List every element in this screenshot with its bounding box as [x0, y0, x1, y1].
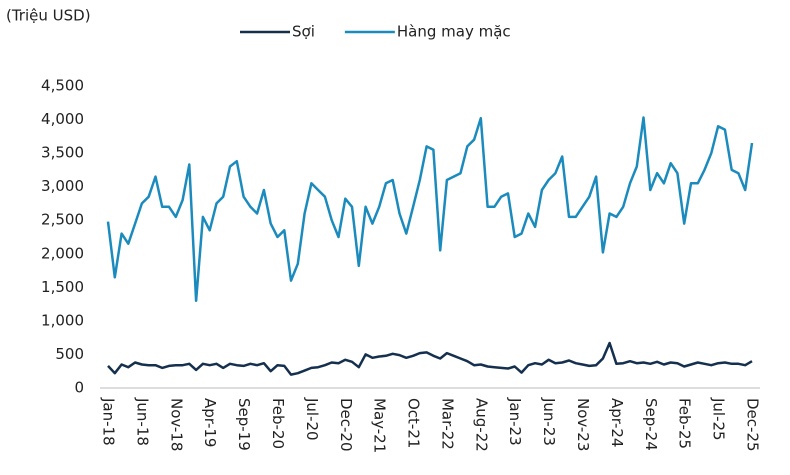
line	[107, 341, 753, 376]
x-tick-label: Dec-25	[744, 398, 762, 452]
x-tick-label: Nov-18	[167, 398, 185, 451]
legend-label: Sợi	[292, 23, 315, 41]
x-tick-label: Oct-21	[405, 398, 423, 448]
line	[106, 116, 754, 303]
y-tick-label: 2,500	[41, 211, 84, 229]
y-tick-label: 2,000	[41, 244, 84, 262]
y-tick-label: 500	[55, 345, 84, 363]
x-tick-label: Jun-23	[540, 397, 558, 446]
y-tick-label: 3,500	[41, 144, 84, 162]
x-tick-label: Feb-20	[269, 398, 287, 449]
x-tick-label: Nov-23	[574, 398, 592, 451]
y-tick-label: 1,000	[41, 311, 84, 329]
x-tick-label: Sep-19	[235, 398, 253, 451]
legend-label: Hàng may mặc	[397, 23, 511, 41]
x-tick-label: Jan-23	[506, 397, 524, 446]
x-tick-label: Apr-24	[608, 398, 626, 448]
unit-label: (Triệu USD)	[6, 7, 91, 25]
x-tick-label: Jan-18	[100, 397, 118, 446]
x-tick-label: Jul-25	[710, 397, 728, 441]
x-tick-label: Feb-25	[676, 398, 694, 449]
x-tick-label: May-21	[371, 398, 389, 453]
x-tick-label: Dec-20	[337, 398, 355, 452]
x-tick-label: Sep-24	[642, 398, 660, 451]
y-tick-label: 0	[74, 379, 84, 397]
x-tick-label: Apr-19	[201, 398, 219, 448]
x-tick-label: Aug-22	[472, 398, 490, 452]
x-tick-label: Jun-18	[133, 397, 151, 446]
y-tick-label: 4,500	[41, 77, 84, 95]
y-tick-label: 3,000	[41, 177, 84, 195]
y-tick-label: 4,000	[41, 110, 84, 128]
x-tick-label: Mar-22	[438, 398, 456, 450]
x-tick-label: Jul-20	[303, 397, 321, 441]
y-tick-label: 1,500	[41, 278, 84, 296]
